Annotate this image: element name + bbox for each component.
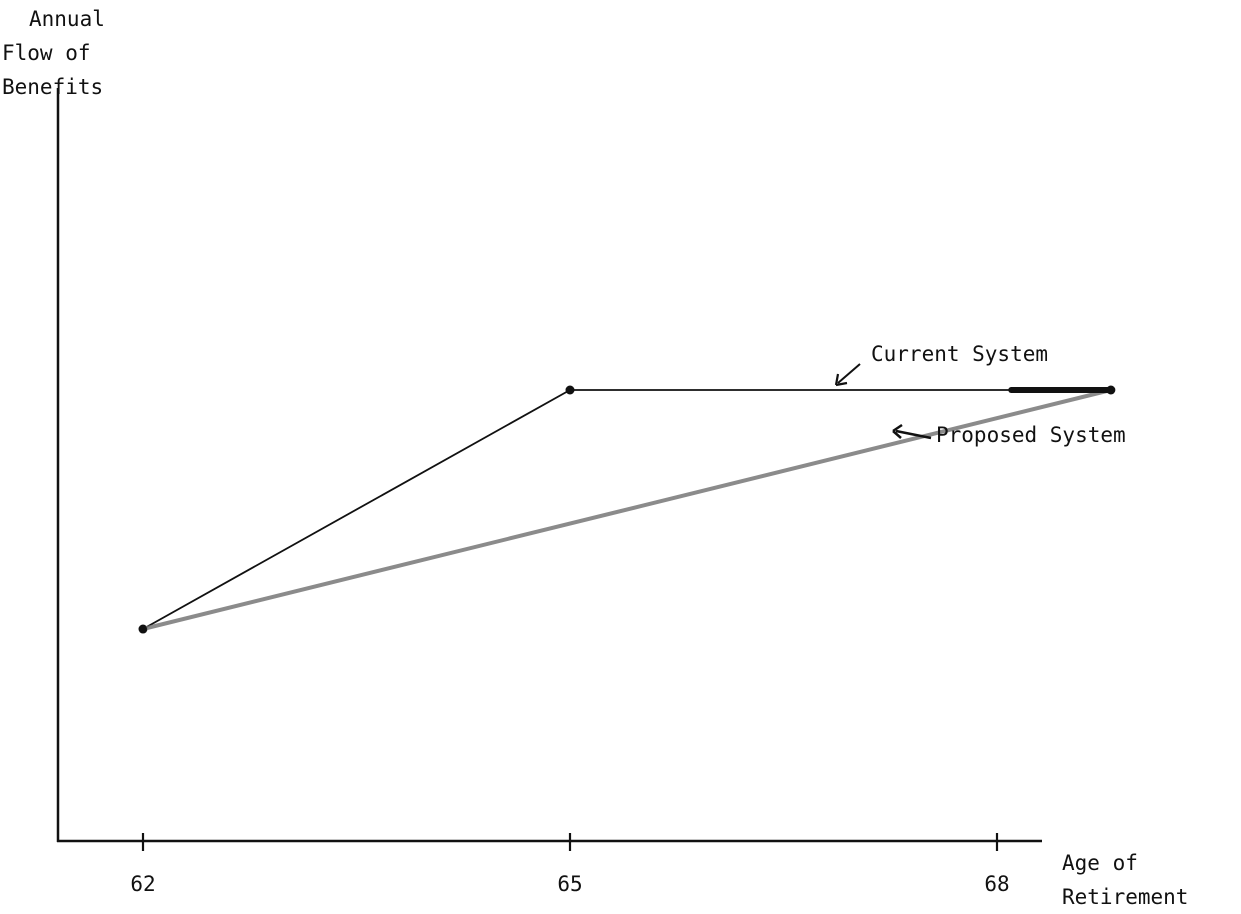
x-tick-label: 62 [130,872,155,896]
current-system-arrow [837,363,861,384]
proposed-system-arrowhead [892,423,903,439]
x-tick-label: 68 [984,872,1009,896]
proposed-system-line [141,388,1113,631]
current-system-arrowhead [834,373,848,387]
current-system-point [565,385,575,395]
current-system-annotation: Current System [871,342,1048,366]
y-axis-title-line-2: Flow of [2,41,91,65]
proposed-system-arrow [895,429,932,440]
proposed-system-annotation: Proposed System [936,423,1126,447]
x-axis-title-line-1: Age of [1062,851,1138,875]
x-tick-label: 65 [557,872,582,896]
y-axis-title-line-1: Annual [29,7,105,31]
x-axis-title-line-2: Retirement [1062,885,1188,909]
y-axis-title-line-3: Benefits [2,75,103,99]
proposed-system-point [139,625,147,634]
